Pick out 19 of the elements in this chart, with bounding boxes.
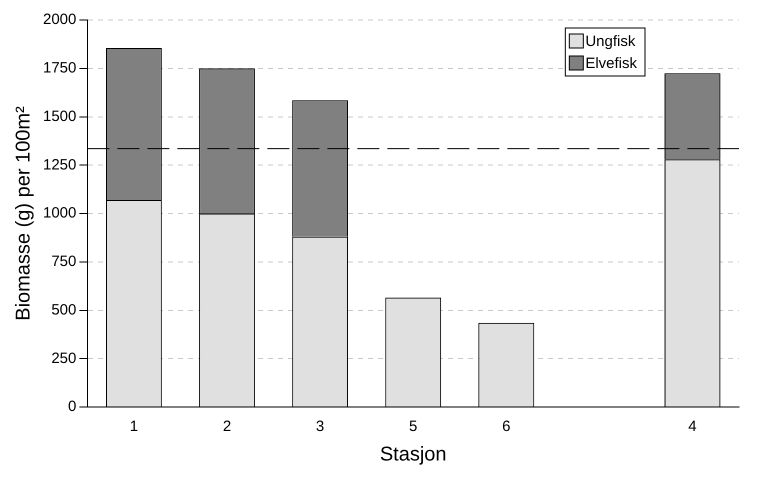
x-tick-label: 2 <box>222 418 232 436</box>
x-tick-label: 5 <box>409 418 418 436</box>
x-tick-label: 6 <box>502 418 510 436</box>
y-tick-label: 2000 <box>42 11 76 28</box>
y-tick-label: 1250 <box>42 156 76 174</box>
y-tick-label: 1750 <box>42 60 76 77</box>
y-tick-label: 1500 <box>42 108 76 125</box>
y-axis-title: Biomasse (g) per 100m² <box>12 106 35 321</box>
x-axis-title: Stasjon <box>380 444 447 466</box>
y-tick-label: 1000 <box>42 204 76 222</box>
y-tick-label: 750 <box>51 253 76 270</box>
x-tick-label: 3 <box>316 418 324 436</box>
y-tick-label: 500 <box>51 301 76 318</box>
x-tick-label: 1 <box>130 418 138 436</box>
y-tick-label: 250 <box>51 350 76 367</box>
y-tick-label: 0 <box>68 398 76 416</box>
legend-label: Elvefisk <box>585 55 638 72</box>
legend-label: Ungfisk <box>585 33 636 50</box>
x-tick-label: 4 <box>688 418 697 436</box>
